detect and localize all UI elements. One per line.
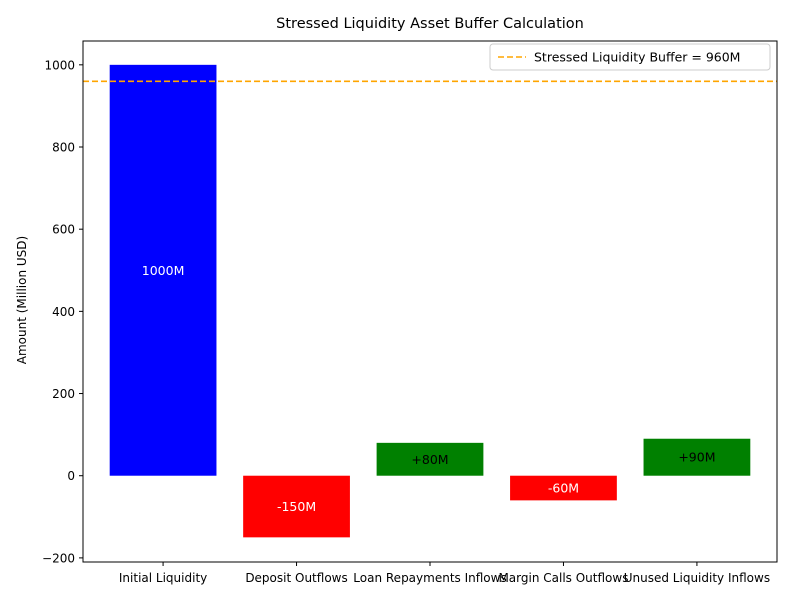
- x-tick-label: Unused Liquidity Inflows: [624, 571, 770, 585]
- x-tick-label: Loan Repayments Inflows: [353, 571, 506, 585]
- y-axis-label: Amount (Million USD): [15, 236, 29, 364]
- y-tick-label: 0: [67, 469, 75, 483]
- plot-frame: [82, 40, 778, 563]
- x-axis: Initial Liquidity Deposit Outflows Loan Re…: [119, 562, 770, 585]
- x-tick-label: Initial Liquidity: [119, 571, 207, 585]
- bar-value-label: -60M: [548, 481, 579, 496]
- legend-entry-label: Stressed Liquidity Buffer = 960M: [534, 50, 740, 65]
- bar-value-label: +90M: [678, 450, 715, 465]
- x-tick-label: Deposit Outflows: [245, 571, 347, 585]
- bar-value-label: +80M: [411, 452, 448, 467]
- bars-group: [109, 64, 751, 538]
- x-tick-label: Margin Calls Outflows: [498, 571, 628, 585]
- bar-0: [109, 64, 217, 476]
- bar-4: [643, 438, 751, 476]
- bar-2: [376, 442, 484, 476]
- legend-box: [489, 43, 771, 71]
- y-tick-label: 400: [52, 305, 75, 319]
- bar-labels-group: 1000M -150M +80M -60M +90M: [142, 263, 716, 514]
- y-tick-label: 800: [52, 141, 75, 155]
- chart-title: Stressed Liquidity Asset Buffer Calculat…: [276, 16, 584, 32]
- legend: Stressed Liquidity Buffer = 960M: [489, 43, 771, 71]
- y-tick-label: 1000: [44, 58, 75, 72]
- y-tick-label: 200: [52, 387, 75, 401]
- y-tick-label: −200: [42, 551, 75, 565]
- bar-3: [510, 475, 617, 501]
- y-axis: −200 0 200 400 600 800 1000: [42, 58, 83, 565]
- bar-value-label: 1000M: [142, 263, 185, 278]
- y-tick-label: 600: [52, 223, 75, 237]
- bar-1: [243, 475, 350, 538]
- bar-value-label: -150M: [277, 499, 316, 514]
